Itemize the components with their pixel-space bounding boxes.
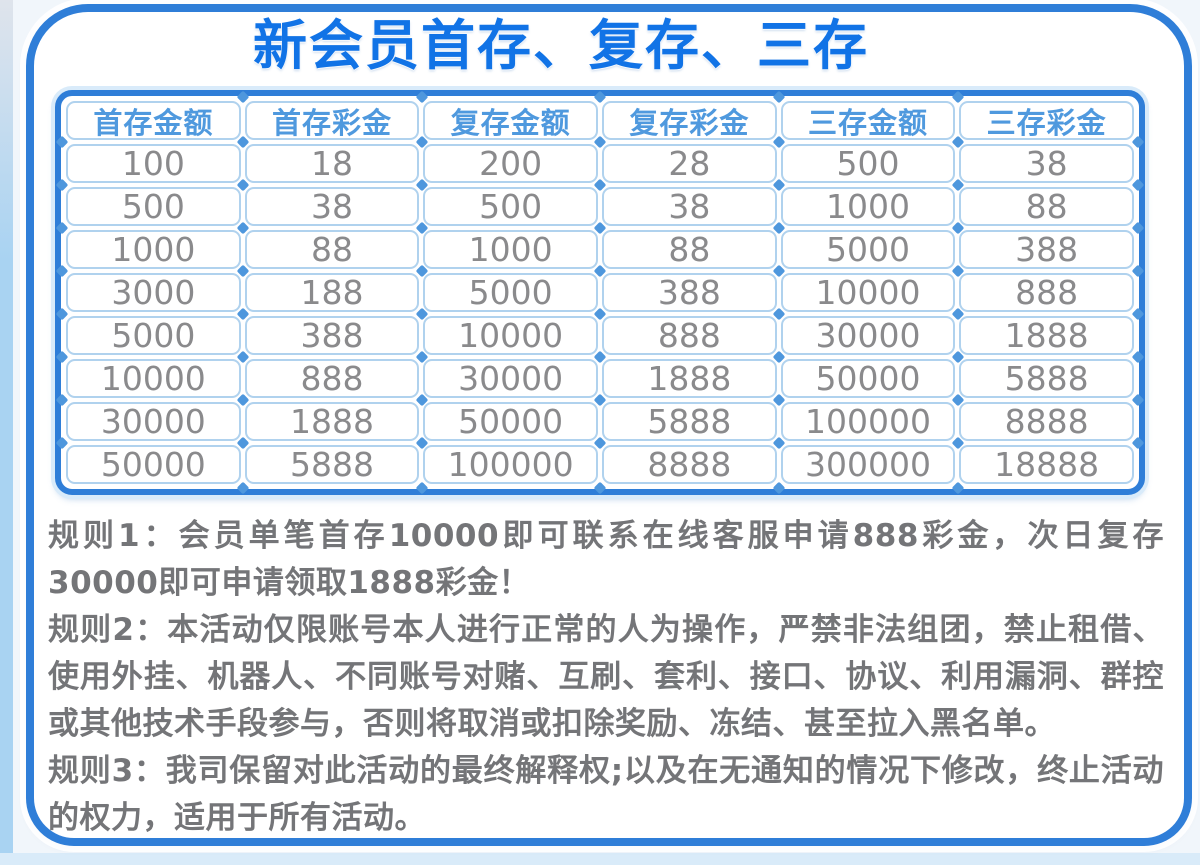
table-header-cell: 三存彩金	[959, 101, 1134, 140]
table-cell: 500	[423, 187, 598, 226]
table-cell: 10000	[66, 359, 241, 398]
rule-3: 规则3：我司保留对此活动的最终解释权;以及在无通知的情况下修改，终止活动的权力，…	[48, 753, 1164, 836]
table-cell: 1000	[423, 230, 598, 269]
table-header-cell: 复存彩金	[602, 101, 777, 140]
rule-2: 规则2：本活动仅限账号本人进行正常的人为操作，严禁非法组团，禁止租借、使用外挂、…	[48, 612, 1164, 742]
table-cell: 8888	[959, 402, 1134, 441]
table-cell: 1888	[959, 316, 1134, 355]
bonus-table-frame: 首存金额 首存彩金 复存金额 复存彩金 三存金额 三存彩金 100 18 200 28 500 38 5…	[55, 90, 1145, 495]
table-cell: 30000	[423, 359, 598, 398]
table-cell: 5888	[244, 445, 420, 484]
table-cell: 50000	[423, 402, 598, 441]
table-cell: 8888	[602, 445, 777, 484]
promo-poster: 新会员首存、复存、三存 首存金额 首存彩金 复存金额 复存彩金 三存金额 三存彩金 100 1…	[26, 4, 1192, 846]
table-cell: 1000	[780, 187, 956, 226]
table-cell: 100000	[780, 402, 956, 441]
table-cell: 1888	[244, 402, 420, 441]
table-cell: 38	[959, 144, 1134, 183]
table-header-cell: 首存彩金	[244, 101, 420, 140]
rule-1: 规则1：会员单笔首存10000即可联系在线客服申请888彩金，次日复存30000…	[48, 518, 1164, 601]
table-cell: 28	[602, 144, 777, 183]
table-cell: 5888	[959, 359, 1134, 398]
table-cell: 1888	[602, 359, 777, 398]
table-header-cell: 首存金额	[66, 101, 241, 140]
table-cell: 10000	[780, 273, 956, 312]
table-cell: 388	[959, 230, 1134, 269]
table-cell: 500	[66, 187, 241, 226]
bonus-table: 首存金额 首存彩金 复存金额 复存彩金 三存金额 三存彩金 100 18 200 28 500 38 5…	[66, 101, 1134, 484]
table-cell: 888	[959, 273, 1134, 312]
table-cell: 50000	[780, 359, 956, 398]
table-cell: 300000	[780, 445, 956, 484]
table-cell: 100	[66, 144, 241, 183]
page-title: 新会员首存、复存、三存	[253, 14, 869, 77]
table-cell: 388	[602, 273, 777, 312]
table-cell: 500	[780, 144, 956, 183]
table-cell: 88	[244, 230, 420, 269]
table-cell: 30000	[66, 402, 241, 441]
table-cell: 10000	[423, 316, 598, 355]
table-cell: 888	[602, 316, 777, 355]
table-cell: 38	[602, 187, 777, 226]
table-cell: 1000	[66, 230, 241, 269]
table-cell: 88	[959, 187, 1134, 226]
table-header-cell: 复存金额	[423, 101, 598, 140]
table-cell: 88	[602, 230, 777, 269]
table-cell: 3000	[66, 273, 241, 312]
table-cell: 30000	[780, 316, 956, 355]
rules-section: 规则1：会员单笔首存10000即可联系在线客服申请888彩金，次日复存30000…	[42, 513, 1164, 842]
table-cell: 100000	[423, 445, 598, 484]
table-cell: 200	[423, 144, 598, 183]
table-header-cell: 三存金额	[780, 101, 956, 140]
table-cell: 18	[244, 144, 420, 183]
table-cell: 5000	[780, 230, 956, 269]
table-cell: 18888	[959, 445, 1134, 484]
table-cell: 188	[244, 273, 420, 312]
table-cell: 388	[244, 316, 420, 355]
table-cell: 38	[244, 187, 420, 226]
table-cell: 888	[244, 359, 420, 398]
table-cell: 5000	[66, 316, 241, 355]
table-cell: 5000	[423, 273, 598, 312]
table-cell: 50000	[66, 445, 241, 484]
table-cell: 5888	[602, 402, 777, 441]
